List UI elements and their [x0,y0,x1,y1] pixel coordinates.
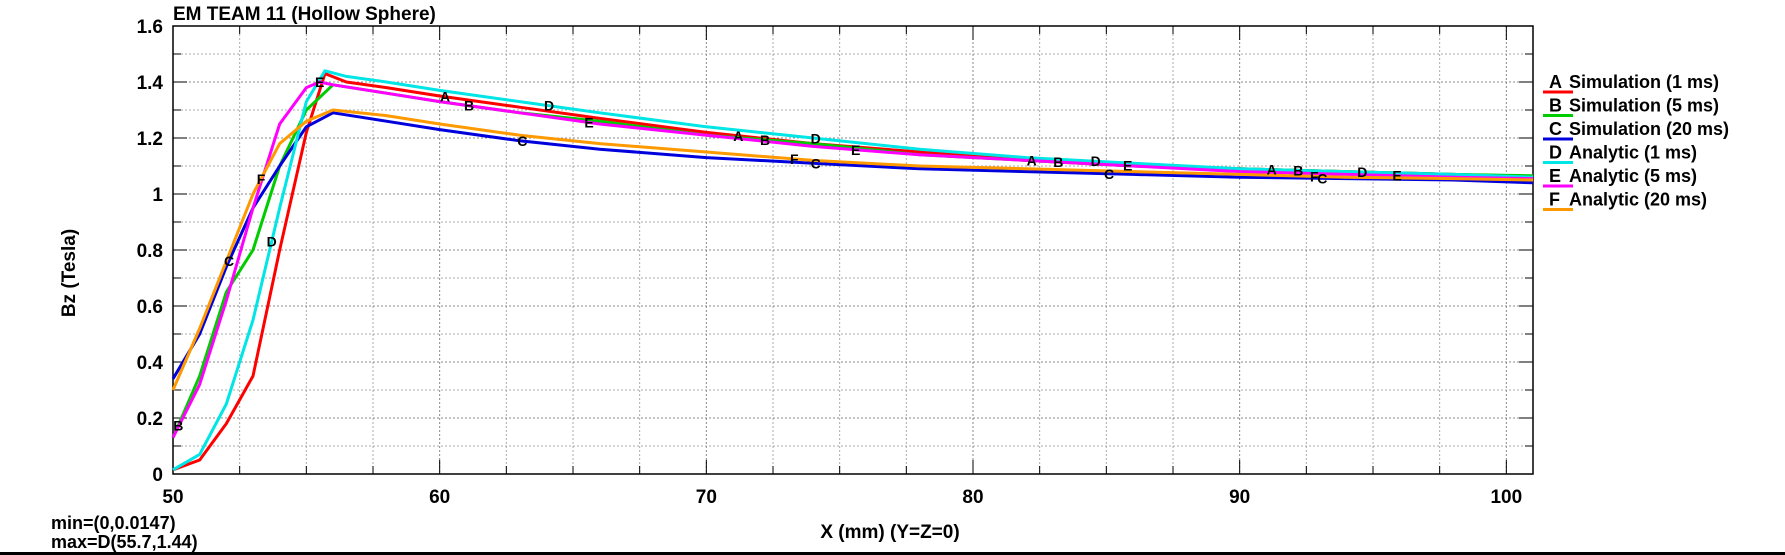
y-tick-label: 0.4 [137,353,164,374]
legend-label-c: Simulation (20 ms) [1569,119,1729,139]
series-marker-e: E [584,115,593,131]
series-line-a [172,72,1534,472]
x-tick-label: 100 [1490,487,1522,508]
grid-lines [172,25,1533,475]
series-marker-b: B [760,132,770,148]
axis-ticks: 50 60 70 80 90 100 0 0.2 0.4 0.6 0.8 1 1.2 1.4 1.6 [137,17,1533,508]
legend-marker-e: E [1549,166,1561,186]
series-marker-f: F [1310,168,1319,184]
y-axis-label: Bz (Tesla) [59,229,80,317]
legend-marker-b: B [1549,96,1562,116]
series-marker-c: C [811,155,821,171]
y-tick-label: 0 [152,465,163,486]
series-marker-f: F [257,171,266,187]
series-marker-d: D [1357,164,1367,180]
x-tick-label: 50 [162,487,183,508]
series-marker-b: B [1053,154,1063,170]
series-marker-d: D [544,98,554,114]
series-marker-e: E [315,74,324,90]
series-line-f [171,108,1534,391]
series-marker-c: C [517,133,527,149]
chart-title: EM TEAM 11 (Hollow Sphere) [173,4,436,25]
series-marker-b: B [173,417,183,433]
x-tick-label: 80 [962,487,983,508]
series-lines [171,69,1534,472]
series-marker-f: F [790,151,799,167]
legend-label-b: Simulation (5 ms) [1569,96,1719,116]
y-tick-label: 1.6 [137,17,163,38]
series-marker-a: A [733,128,743,144]
series-marker-e: E [1123,158,1132,174]
bottom-border [0,552,1785,555]
series-marker-d: D [811,130,821,146]
series-marker-d: D [267,234,277,250]
legend-marker-d: D [1549,143,1562,163]
series-line-c [171,111,1534,380]
series-marker-c: C [1104,166,1114,182]
series-marker-e: E [851,142,860,158]
series-marker-e: E [1392,168,1401,184]
series-line-e [171,80,1534,439]
series-line-d [172,69,1534,472]
series-marker-b: B [464,98,474,114]
legend-marker-a: A [1549,72,1562,92]
y-tick-label: 1 [152,185,163,206]
series-marker-c: C [224,253,234,269]
legend: A Simulation (1 ms) B Simulation (5 ms) C Sim… [1543,72,1729,211]
y-tick-label: 1.2 [137,129,163,150]
y-tick-label: 1.4 [137,73,164,94]
legend-marker-f: F [1549,190,1560,210]
legend-label-e: Analytic (5 ms) [1569,166,1697,186]
y-tick-label: 0.2 [137,409,163,430]
series-marker-c: C [1317,170,1327,186]
x-axis-label: X (mm) (Y=Z=0) [820,522,959,543]
y-tick-label: 0.6 [137,297,163,318]
series-marker-d: D [1091,153,1101,169]
x-tick-label: 60 [429,487,450,508]
legend-label-d: Analytic (1 ms) [1569,143,1697,163]
series-marker-b: B [1293,162,1303,178]
min-readout: min=(0,0.0147) [51,513,176,533]
legend-marker-c: C [1549,119,1562,139]
series-marker-a: A [1027,153,1037,169]
series-marker-a: A [440,89,450,105]
x-tick-label: 70 [696,487,717,508]
series-marker-a: A [1267,162,1277,178]
legend-label-a: Simulation (1 ms) [1569,72,1719,92]
y-tick-label: 0.8 [137,241,163,262]
x-tick-label: 90 [1229,487,1250,508]
max-readout: max=D(55.7,1.44) [51,532,198,552]
legend-label-f: Analytic (20 ms) [1569,190,1707,210]
